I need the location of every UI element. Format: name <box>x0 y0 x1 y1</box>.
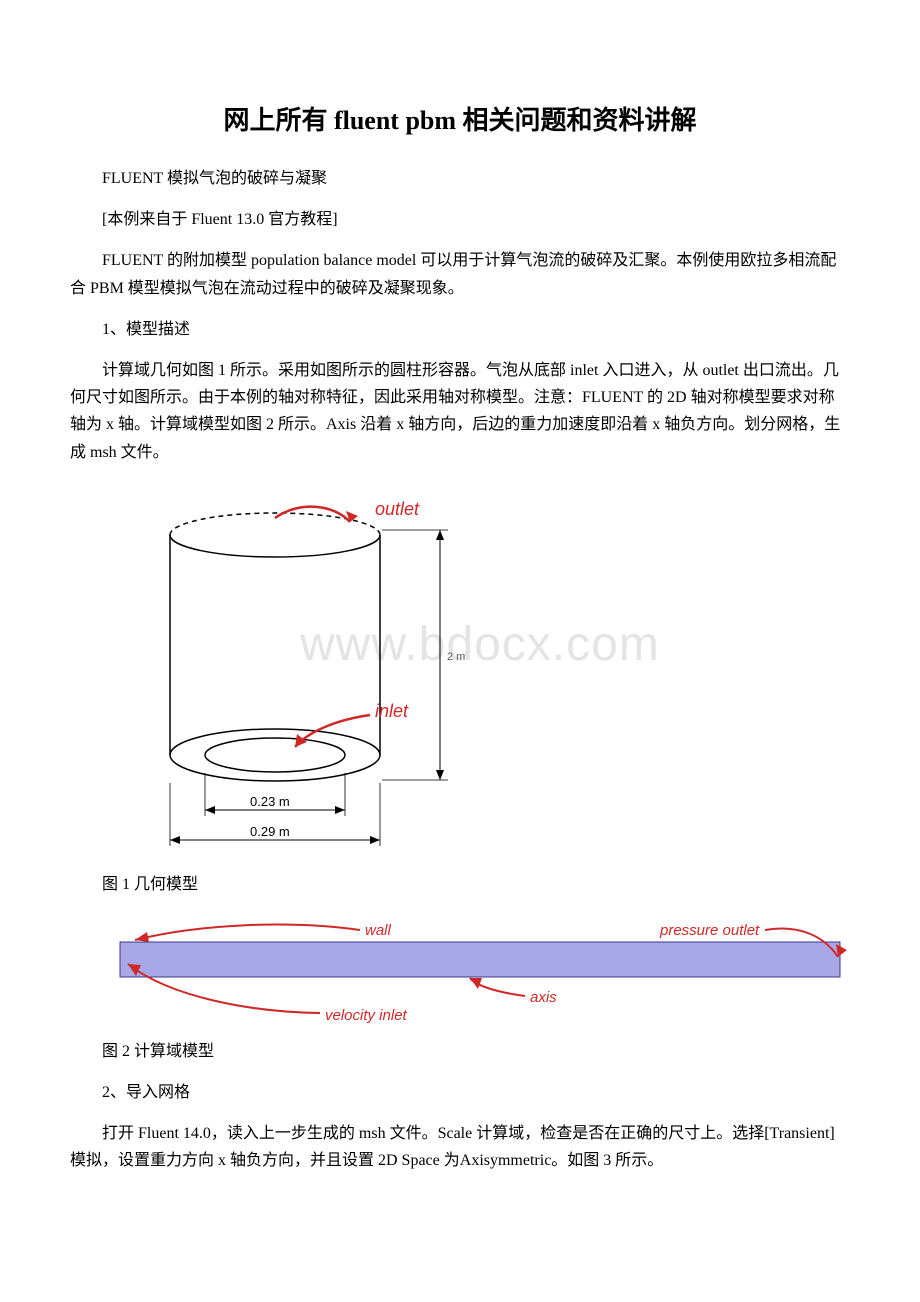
paragraph-source: [本例来自于 Fluent 13.0 官方教程] <box>70 206 850 233</box>
wall-label: wall <box>365 922 392 939</box>
watermark-text: www.bdocx.com <box>299 618 660 671</box>
inlet-label: inlet <box>375 701 409 721</box>
axis-label: axis <box>530 989 557 1006</box>
page-title: 网上所有 fluent pbm 相关问题和资料讲解 <box>70 100 850 137</box>
figure-2: wall pressure outlet velocity inlet axis <box>100 912 850 1032</box>
section-2-heading: 2、导入网格 <box>70 1079 850 1106</box>
domain-diagram: wall pressure outlet velocity inlet axis <box>120 922 847 1024</box>
domain-rect <box>120 942 840 977</box>
paragraph-intro: FLUENT 的附加模型 population balance model 可以… <box>70 247 850 301</box>
inner-width-dim: 0.23 m <box>250 794 290 809</box>
paragraph-import-mesh: 打开 Fluent 14.0，读入上一步生成的 msh 文件。Scale 计算域… <box>70 1120 850 1174</box>
outer-width-dim: 0.29 m <box>250 824 290 839</box>
figure-2-caption: 图 2 计算域模型 <box>70 1038 850 1065</box>
pressure-outlet-label: pressure outlet <box>659 922 760 939</box>
document-page: 网上所有 fluent pbm 相关问题和资料讲解 FLUENT 模拟气泡的破碎… <box>0 0 920 1249</box>
figure-1-caption: 图 1 几何模型 <box>70 871 850 898</box>
outlet-label: outlet <box>375 499 420 519</box>
cylinder-diagram: outlet inlet 2 m 0.23 m <box>170 499 465 846</box>
figure-1: www.bdocx.com outlet <box>100 480 850 865</box>
height-dim: 2 m <box>447 651 465 663</box>
section-1-heading: 1、模型描述 <box>70 316 850 343</box>
paragraph-subtitle: FLUENT 模拟气泡的破碎与凝聚 <box>70 165 850 192</box>
velocity-inlet-label: velocity inlet <box>325 1007 408 1024</box>
paragraph-model-desc: 计算域几何如图 1 所示。采用如图所示的圆柱形容器。气泡从底部 inlet 入口… <box>70 357 850 466</box>
